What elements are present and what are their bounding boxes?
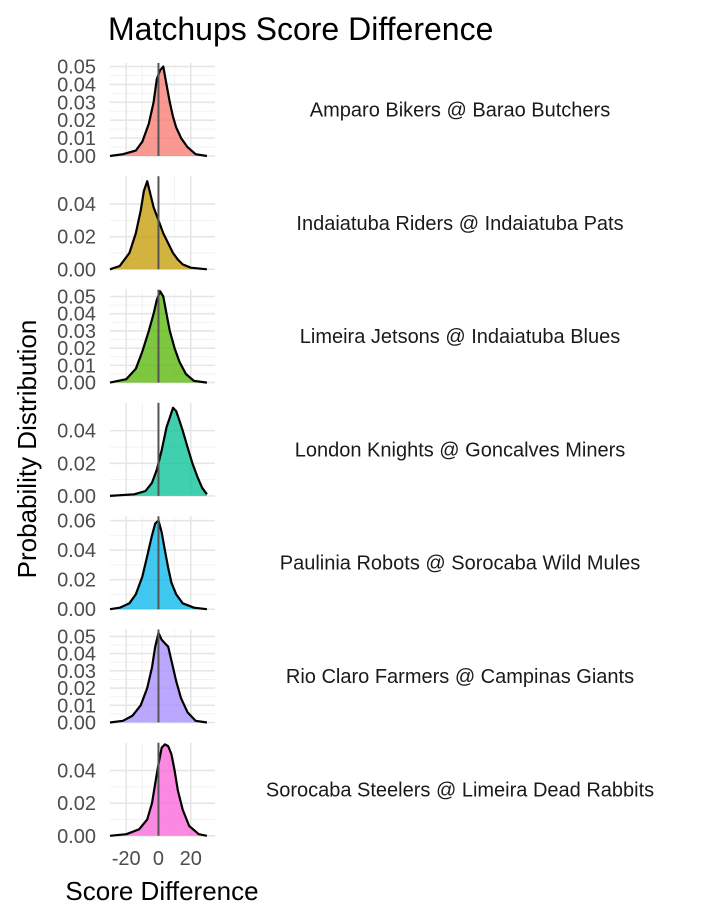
y-tick-label: 0.02: [57, 793, 96, 815]
y-tick-label: 0.01: [57, 695, 96, 717]
y-tick-label: 0.04: [57, 761, 96, 783]
y-tick-label: 0.01: [57, 355, 96, 377]
facet-label: Sorocaba Steelers @ Limeira Dead Rabbits: [266, 779, 654, 801]
facet-label: Amparo Bikers @ Barao Butchers: [310, 100, 610, 122]
y-tick-label: 0.05: [57, 57, 96, 79]
y-tick-label: 0.03: [57, 92, 96, 114]
y-tick-label: 0.00: [57, 599, 96, 621]
y-tick-label: 0.03: [57, 321, 96, 343]
y-tick-label: 0.02: [57, 453, 96, 475]
density-line: [109, 290, 208, 384]
facet-label: London Knights @ Goncalves Miners: [295, 439, 625, 461]
y-tick-label: 0.04: [57, 304, 96, 326]
facet-panel: 0.000.010.020.030.040.05 Rio Claro Farmer…: [57, 626, 634, 734]
density-line: [109, 65, 208, 158]
density-line: [109, 406, 208, 497]
y-tick-label: 0.00: [57, 486, 96, 508]
density-line: [109, 180, 208, 271]
x-axis-title: Score Difference: [65, 876, 258, 906]
y-tick-label: 0.04: [57, 644, 96, 666]
y-tick-label: 0.04: [57, 421, 96, 443]
chart-title: Matchups Score Difference: [108, 11, 493, 47]
facet-panel: 0.00 0.02 0.04 Sorocaba Steelers @ Limeira …: [57, 742, 654, 848]
x-axis: -20 0 20: [112, 848, 202, 870]
y-tick-label: 0.03: [57, 661, 96, 683]
y-tick-label: 0.02: [57, 570, 96, 592]
x-tick-label: 20: [180, 848, 202, 870]
facet-label: Rio Claro Farmers @ Campinas Giants: [286, 666, 634, 688]
y-tick-label: 0.05: [57, 286, 96, 308]
y-tick-label: 0.04: [57, 74, 96, 96]
facet-label: Paulinia Robots @ Sorocaba Wild Mules: [280, 553, 640, 575]
facet-label: Indaiatuba Riders @ Indaiatuba Pats: [296, 213, 623, 235]
x-tick-label: -20: [112, 848, 141, 870]
facet-panel: 0.000.010.020.030.040.05 Amparo Bikers @ …: [57, 57, 610, 168]
x-tick-label: 0: [153, 848, 164, 870]
density-line: [109, 631, 208, 724]
y-tick-label: 0.06: [57, 511, 96, 533]
facet-panel: 0.000.010.020.030.040.05 Limeira Jetsons …: [57, 286, 620, 394]
y-tick-label: 0.02: [57, 227, 96, 249]
y-tick-label: 0.02: [57, 678, 96, 700]
y-tick-label: 0.02: [57, 110, 96, 132]
y-tick-label: 0.02: [57, 338, 96, 360]
y-axis-title: Probability Distribution: [12, 320, 42, 579]
facet-panel: 0.00 0.02 0.04 London Knights @ Goncalves M…: [57, 402, 625, 508]
y-tick-label: 0.04: [57, 194, 96, 216]
y-tick-label: 0.00: [57, 146, 96, 168]
density-line: [109, 743, 208, 837]
y-tick-label: 0.05: [57, 626, 96, 648]
facet-panel: 0.00 0.02 0.04 Indaiatuba Riders @ Indaiatu…: [57, 176, 624, 281]
y-tick-label: 0.01: [57, 128, 96, 150]
y-tick-label: 0.00: [57, 373, 96, 395]
y-tick-label: 0.00: [57, 826, 96, 848]
density-area: [110, 407, 207, 496]
facet-label: Limeira Jetsons @ Indaiatuba Blues: [300, 326, 620, 348]
y-tick-label: 0.04: [57, 540, 96, 562]
facet-panel: 0.00 0.02 0.04 0.06 Paulinia Robots @ Soroca…: [57, 511, 640, 622]
y-tick-label: 0.00: [57, 259, 96, 281]
y-tick-label: 0.00: [57, 713, 96, 735]
